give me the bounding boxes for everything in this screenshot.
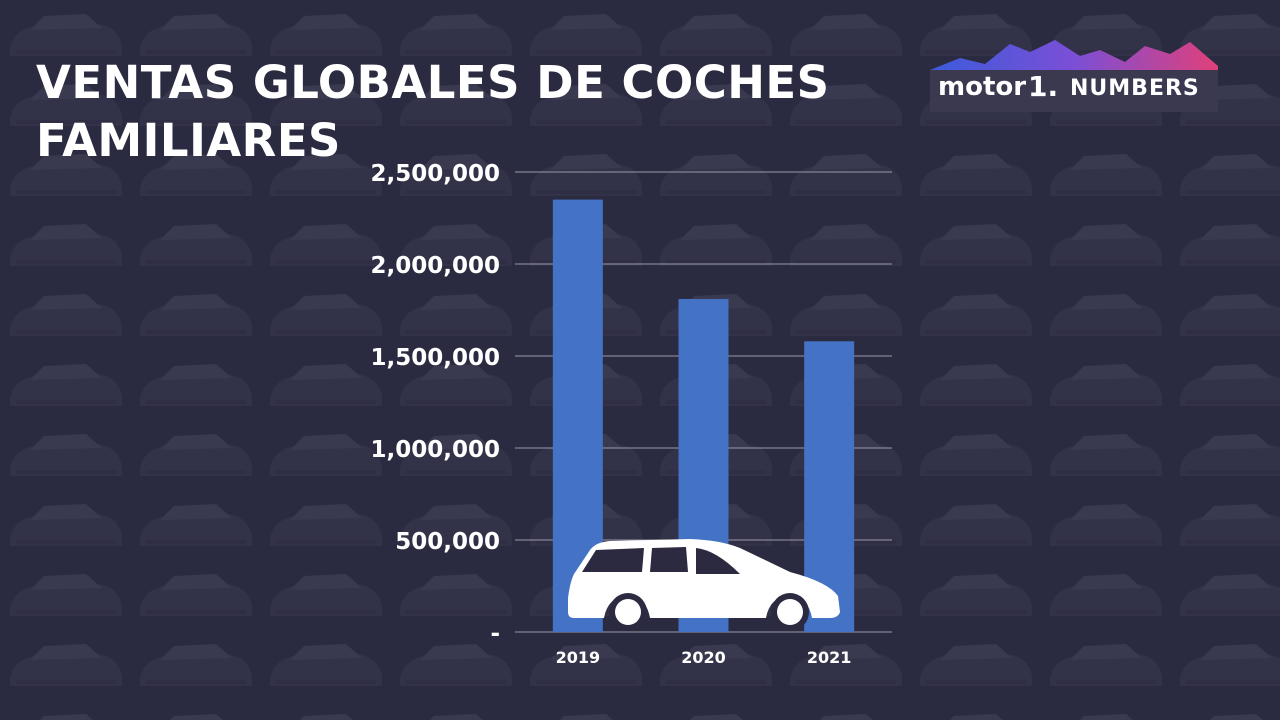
logo-backdrop (930, 70, 1218, 112)
car-hubcap (777, 599, 803, 625)
y-tick-label: 1,500,000 (371, 345, 501, 371)
page-title: VENTAS GLOBALES DE COCHES FAMILIARES (36, 56, 830, 167)
y-tick-label: 2,500,000 (371, 161, 501, 187)
car-windows (582, 547, 740, 574)
motor1-numbers-logo: motor 1. NUMBERS (930, 36, 1218, 114)
y-tick-label: 500,000 (395, 529, 500, 555)
x-tick-label: 2021 (807, 648, 852, 667)
y-tick-label: 2,000,000 (371, 253, 501, 279)
y-tick-label: - (490, 621, 500, 647)
logo-number: 1. (1028, 70, 1059, 103)
y-tick-label: 1,000,000 (371, 437, 501, 463)
x-tick-label: 2019 (556, 648, 601, 667)
car-hubcap (615, 599, 641, 625)
logo-suffix: NUMBERS (1070, 76, 1200, 101)
logo-brand: motor (938, 72, 1027, 102)
station-wagon-car-icon (568, 539, 840, 631)
mountain-skyline-logo-graphic (930, 40, 1218, 76)
x-tick-label: 2020 (681, 648, 726, 667)
